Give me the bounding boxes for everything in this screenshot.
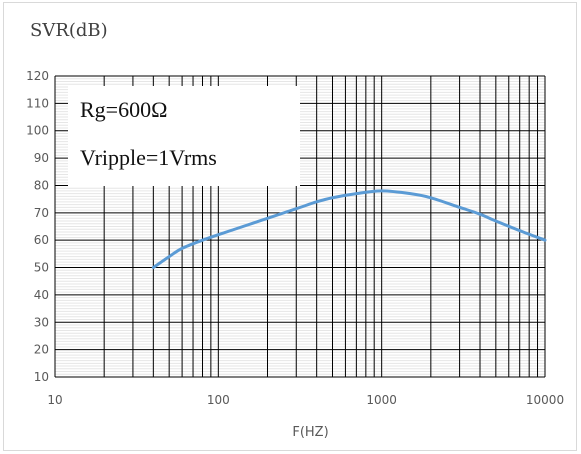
y-tick-label: 120: [26, 69, 49, 83]
x-tick-label: 10: [47, 393, 62, 407]
y-tick-label: 20: [34, 343, 49, 357]
y-tick-label: 30: [34, 315, 49, 329]
y-tick-label: 80: [34, 178, 49, 192]
y-tick-label: 90: [34, 151, 49, 165]
x-tick-label: 100: [207, 393, 230, 407]
x-axis-title: F(HZ): [292, 425, 329, 440]
y-tick-label: 40: [34, 288, 49, 302]
y-axis-title: SVR(dB): [30, 20, 108, 41]
y-tick-label: 50: [34, 261, 49, 275]
chart-border: [3, 2, 577, 451]
x-tick-label: 10000: [526, 393, 564, 407]
y-tick-label: 60: [34, 233, 49, 247]
series-line: [151, 189, 547, 270]
annotation-rg: Rg=600Ω: [80, 97, 168, 122]
x-tick-label: 1000: [366, 393, 397, 407]
y-tick-label: 100: [26, 124, 49, 138]
y-tick-label: 70: [34, 206, 49, 220]
y-tick-label: 10: [34, 370, 49, 384]
annotation-box: [68, 86, 300, 186]
y-tick-label: 110: [26, 96, 49, 110]
annotation-vripple: Vripple=1Vrms: [80, 145, 217, 170]
